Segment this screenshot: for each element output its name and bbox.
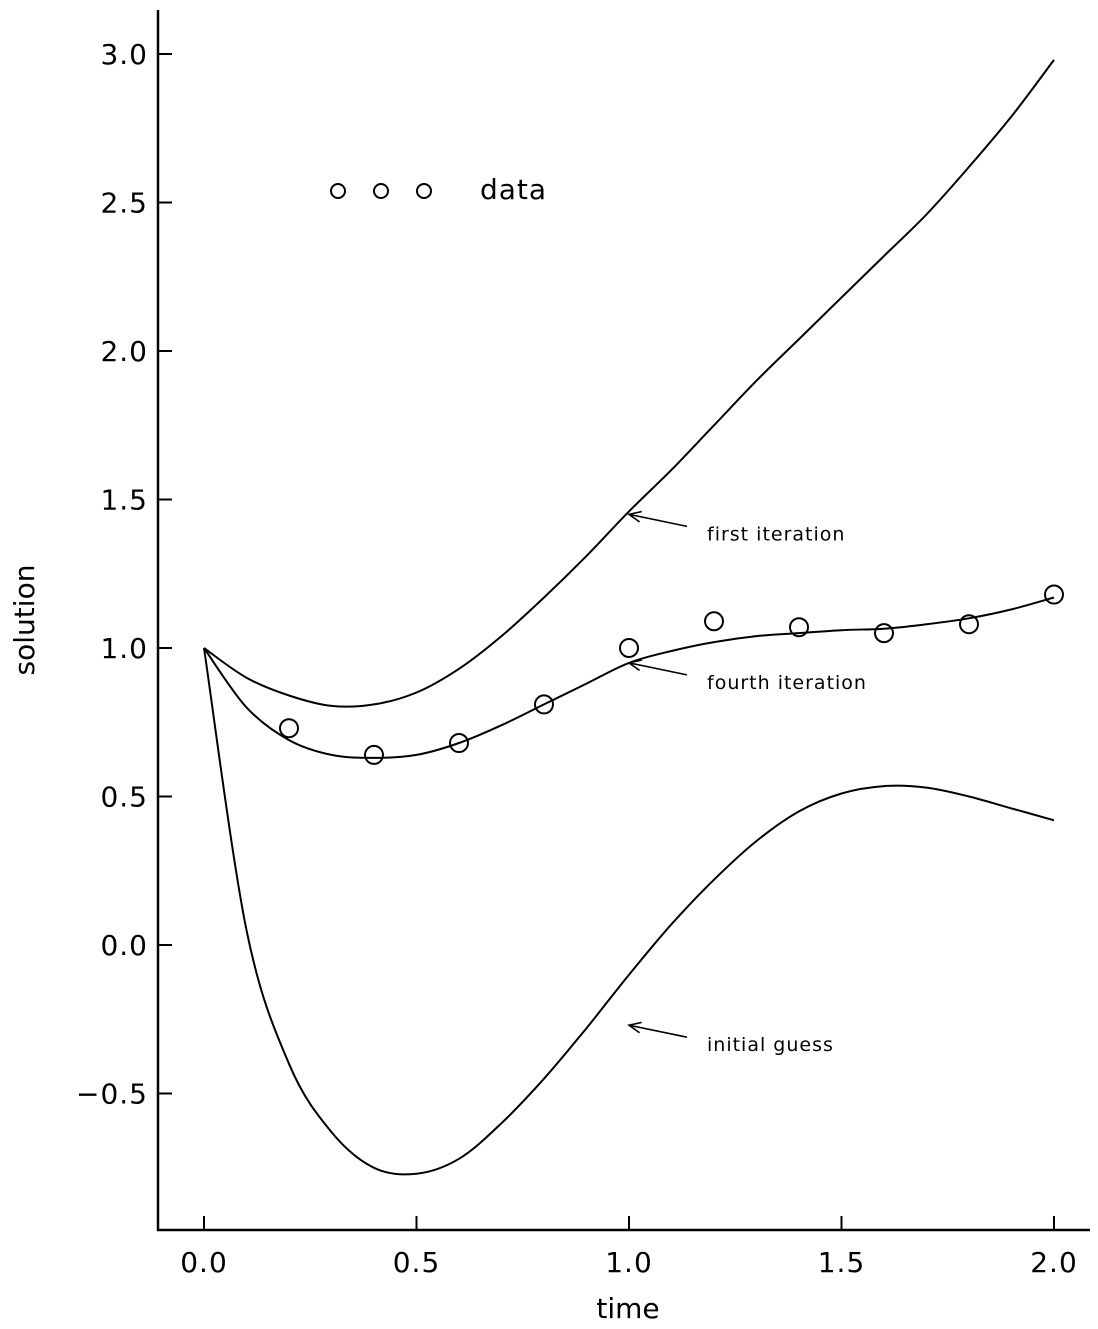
- axes-frame: [156, 10, 1090, 1232]
- y-tick-label: 0.5: [100, 781, 148, 814]
- x-tick-label: 1.5: [818, 1246, 866, 1279]
- annotation-arrow: [628, 1024, 688, 1038]
- legend-marker: [373, 183, 389, 199]
- data-point: [959, 614, 979, 635]
- annotation-arrowhead: [627, 510, 642, 523]
- y-tick-label: 2.5: [100, 187, 148, 220]
- data-point: [279, 718, 299, 739]
- y-tick-label: 1.0: [100, 632, 148, 665]
- data-point: [789, 617, 809, 638]
- y-axis-ticks: −0.5 0.0 0.5 1.0 1.5 2.0 2.5 3.0: [76, 38, 172, 1111]
- annotation-label: initial guess: [707, 1034, 834, 1056]
- annotation-arrowhead: [627, 659, 642, 672]
- y-axis-title: solution: [8, 565, 41, 676]
- y-tick-label: 1.5: [100, 484, 148, 517]
- y-tick-label: 0.0: [100, 929, 148, 962]
- annotation-arrow: [628, 513, 688, 528]
- annotation-label: fourth iteration: [707, 672, 867, 694]
- y-tick-label: 3.0: [100, 38, 148, 71]
- x-tick-label: 0.5: [393, 1246, 441, 1279]
- x-tick-label: 0.0: [180, 1246, 228, 1279]
- series-line-initial-guess: [203, 647, 1055, 1176]
- x-tick-label: 2.0: [1030, 1246, 1078, 1279]
- data-point: [534, 694, 554, 715]
- data-point: [364, 744, 384, 765]
- legend-label: data: [480, 173, 547, 206]
- y-tick-label: −0.5: [76, 1078, 148, 1111]
- data-point: [874, 623, 894, 644]
- data-point: [449, 733, 469, 754]
- data-markers: [279, 584, 1064, 765]
- data-point: [1044, 584, 1064, 605]
- series-layer: [203, 59, 1055, 1176]
- annotation-arrowhead: [627, 1021, 642, 1034]
- data-point: [619, 638, 639, 658]
- annotation-arrow: [628, 662, 688, 676]
- series-line-first-iteration: [203, 59, 1055, 708]
- data-point: [704, 611, 724, 632]
- x-axis-ticks: 0.0 0.5 1.0 1.5 2.0: [180, 1216, 1078, 1279]
- annotation-label: first iteration: [707, 523, 845, 545]
- x-axis-title: time: [596, 1292, 659, 1325]
- legend-marker: [330, 183, 346, 199]
- y-tick-label: 2.0: [100, 335, 148, 368]
- legend-marker: [416, 183, 432, 199]
- series-line-fourth-iteration: [203, 596, 1055, 759]
- annotations: first iteration fourth iteration initial g…: [627, 510, 867, 1056]
- x-tick-label: 1.0: [605, 1246, 653, 1279]
- legend: data: [330, 173, 547, 206]
